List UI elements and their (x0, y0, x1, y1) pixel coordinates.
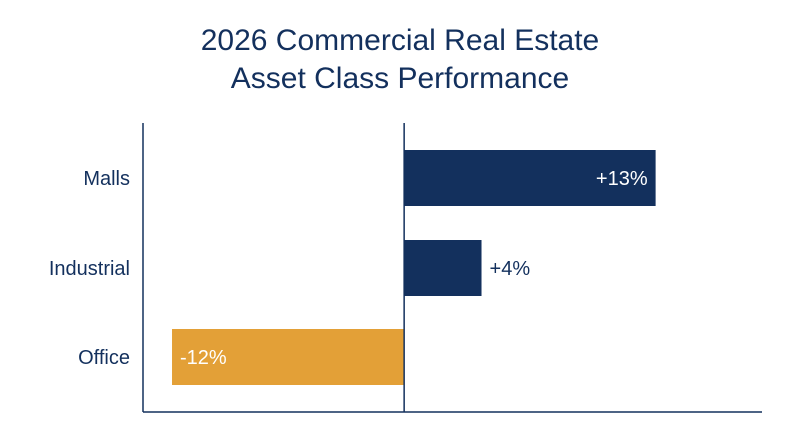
bar-malls (404, 150, 656, 206)
category-label-malls: Malls (83, 168, 130, 190)
bar-office (172, 329, 405, 385)
bar-industrial (404, 240, 482, 296)
chart-title: 2026 Commercial Real Estate Asset Class … (0, 22, 800, 98)
data-label-office: -12% (180, 347, 227, 369)
data-label-industrial: +4% (490, 258, 531, 280)
category-label-industrial: Industrial (49, 258, 130, 280)
chart-title-line-1: 2026 Commercial Real Estate (200, 24, 600, 57)
chart-title-line-2: Asset Class Performance (230, 62, 570, 95)
data-label-malls: +13% (596, 168, 648, 190)
category-label-office: Office (78, 347, 130, 369)
